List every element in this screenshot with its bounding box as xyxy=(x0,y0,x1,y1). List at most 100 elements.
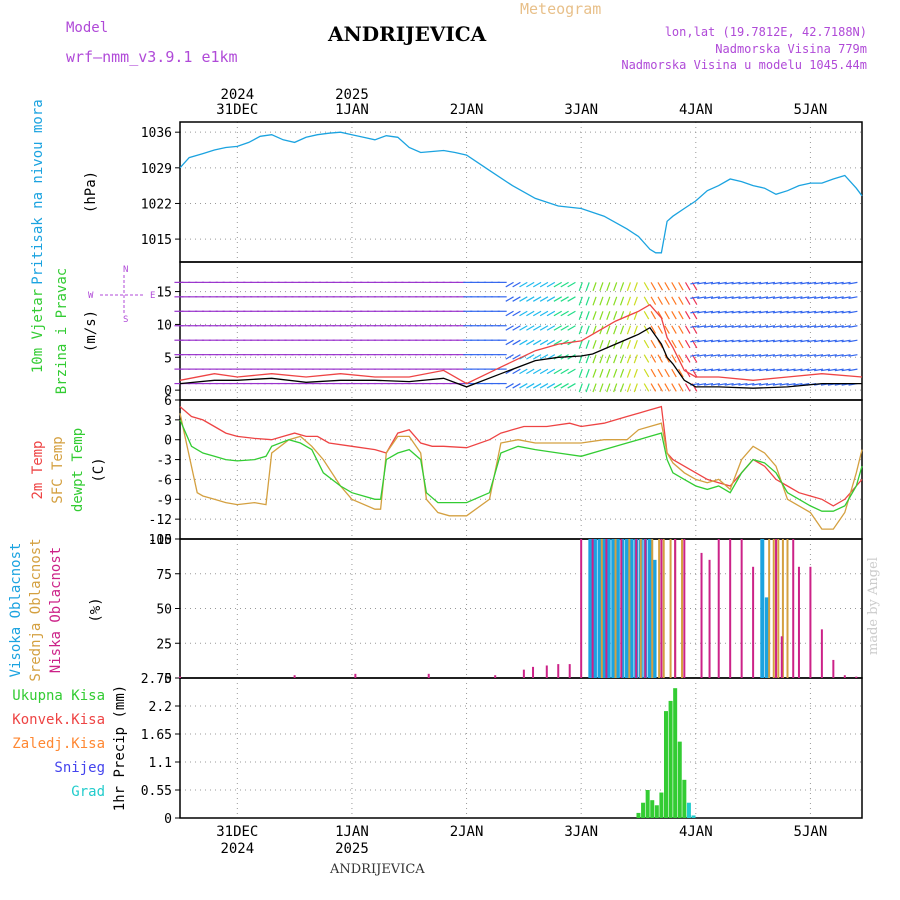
station-title: ANDRIJEVICA xyxy=(328,22,487,46)
panel-frame xyxy=(179,121,863,263)
wind-barb xyxy=(704,296,714,299)
wind-barb xyxy=(578,296,583,306)
bottom-date-label: 1JAN xyxy=(335,824,369,840)
wind-barb xyxy=(539,281,549,288)
y-tick-label: 25 xyxy=(156,637,172,652)
wind-barb xyxy=(567,383,576,389)
cloud-bar xyxy=(557,664,560,678)
wind-barb xyxy=(800,281,810,285)
cloud-bar xyxy=(639,539,642,678)
wind-barb xyxy=(724,382,734,386)
wind-barb xyxy=(704,339,714,343)
wind-barb xyxy=(814,339,824,343)
wind-barb xyxy=(834,325,844,328)
wind-barb xyxy=(553,296,562,302)
top-year-label: 2025 xyxy=(335,87,369,103)
cloud-bar xyxy=(681,539,684,678)
wind-barb xyxy=(578,311,583,320)
cloud-bar xyxy=(658,539,661,678)
y-tick-label: 2.2 xyxy=(149,700,172,715)
precip-bar xyxy=(650,800,655,818)
wind-barb xyxy=(678,325,684,334)
station-altitude: Nadmorska Visina 779m xyxy=(715,42,867,56)
cloud-bar xyxy=(532,666,535,678)
cloud-bar xyxy=(647,539,652,678)
wind-barb xyxy=(765,382,775,386)
precip-legend-item: Snijeg xyxy=(54,760,105,776)
wind-barb xyxy=(650,383,657,392)
wind-barb xyxy=(546,383,556,389)
wind-barb xyxy=(765,296,775,299)
wind-barb xyxy=(671,310,677,320)
y-tick-label: 3 xyxy=(164,414,172,429)
wind-barb xyxy=(841,339,851,343)
precip-bar xyxy=(641,802,646,818)
wind-barb xyxy=(807,339,817,343)
wind-barb xyxy=(592,325,597,335)
cloud-bar xyxy=(605,539,608,678)
wind-barb xyxy=(841,354,851,357)
wind-barb xyxy=(759,339,769,343)
wind-barb xyxy=(539,296,549,302)
wind-barb xyxy=(519,325,528,331)
wind-barb xyxy=(690,310,700,314)
wind-barb xyxy=(657,282,663,291)
cloud-bar xyxy=(620,539,623,678)
wind-barb xyxy=(671,354,677,363)
wind-barb xyxy=(841,325,851,328)
wind-barb xyxy=(546,368,556,375)
bottom-date-label: 3JAN xyxy=(564,824,598,840)
wind-barb xyxy=(633,282,638,292)
wind-barb xyxy=(697,325,707,328)
wind-barb xyxy=(710,368,720,372)
wind-barb xyxy=(526,354,535,360)
wind-barb xyxy=(633,325,638,335)
wind-barb xyxy=(759,281,769,285)
wind-barb xyxy=(671,296,677,305)
cloud-low-axis-label: Niska Oblacnost xyxy=(48,547,64,673)
wind-barb xyxy=(786,281,796,285)
wind-barb xyxy=(599,383,604,393)
wind-barb xyxy=(814,296,824,299)
wind-barb xyxy=(827,339,837,343)
wind-barb xyxy=(592,368,597,378)
wind-barb xyxy=(519,310,528,317)
wind-barb xyxy=(657,383,663,392)
wind-barb xyxy=(834,281,844,285)
wind-barb xyxy=(592,282,597,292)
wind-barb xyxy=(585,368,590,378)
wind-barb xyxy=(717,281,727,285)
wind-barb xyxy=(560,368,569,375)
wind-barb xyxy=(526,310,535,317)
wind-barb xyxy=(834,339,844,343)
wind-barb xyxy=(697,339,707,343)
wind-barb xyxy=(759,368,769,372)
wind-barb xyxy=(820,339,831,343)
wind-barb xyxy=(684,325,691,334)
wind-barb xyxy=(519,281,528,288)
wind-barb xyxy=(578,282,583,292)
wind-barb xyxy=(606,383,611,393)
top-date-label: 3JAN xyxy=(564,102,598,118)
wind-barb xyxy=(704,382,714,386)
wind-barb xyxy=(585,311,590,320)
wind-barb xyxy=(786,368,796,372)
wind-barb xyxy=(814,281,824,285)
wind-barb xyxy=(786,296,796,299)
wind-barb xyxy=(731,354,741,357)
wind-barb xyxy=(619,282,625,292)
cloud-bar xyxy=(615,539,620,678)
wind-barb xyxy=(526,368,535,375)
wind-barb xyxy=(738,325,748,328)
cloud-bar xyxy=(717,539,720,678)
wind-barb xyxy=(752,296,762,299)
wind-barb xyxy=(619,296,625,306)
precip-axis-label: 1hr Precip (mm) xyxy=(112,685,128,811)
wind-barb xyxy=(793,339,803,343)
wind-barb xyxy=(820,354,831,357)
wind-barb xyxy=(765,368,775,372)
wind-barb xyxy=(619,339,625,349)
wind-barb xyxy=(710,325,720,328)
cloud-bar xyxy=(600,539,603,678)
wind-barb xyxy=(546,310,556,317)
